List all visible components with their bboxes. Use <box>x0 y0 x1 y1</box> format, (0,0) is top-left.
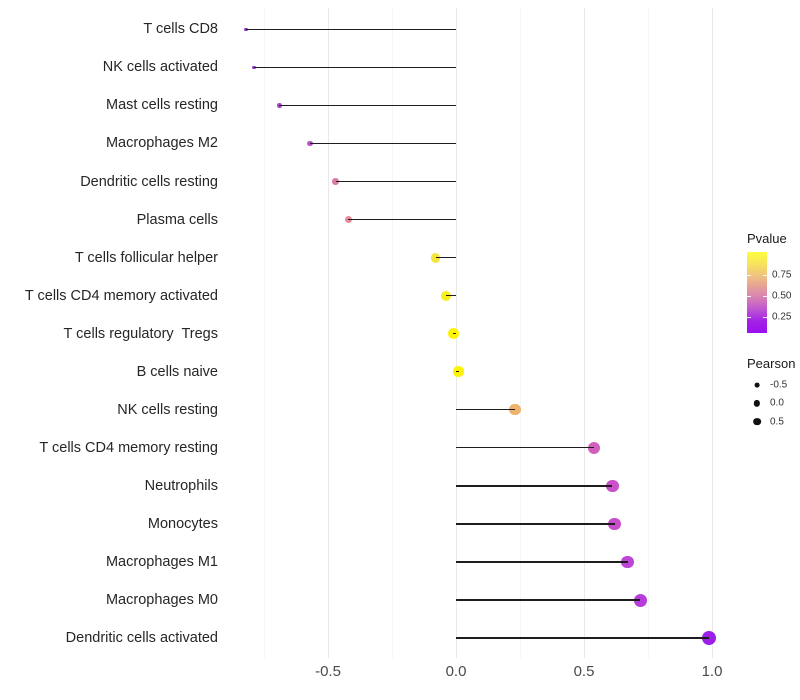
major-gridline <box>583 8 585 658</box>
category-label: NK cells resting <box>117 401 218 418</box>
data-point <box>277 103 282 108</box>
category-label: NK cells activated <box>102 59 218 76</box>
pearson-legend-dot <box>753 400 761 407</box>
category-label: T cells CD8 <box>143 21 218 38</box>
legend-pvalue: Pvalue 0.75 0.50 0.25 <box>747 231 800 333</box>
x-tick-label: 0.5 <box>573 663 595 680</box>
pvalue-colorbar <box>747 252 767 333</box>
pvalue-tickmark <box>763 317 767 318</box>
category-label: T cells regulatory Tregs <box>63 325 218 342</box>
x-tick-label: 1.0 <box>701 663 723 680</box>
segment <box>456 599 641 601</box>
segment <box>435 256 456 259</box>
segment <box>310 142 456 145</box>
segment <box>456 447 595 449</box>
x-tick-label: 0.0 <box>445 663 467 680</box>
category-label: Mast cells resting <box>105 97 218 114</box>
pvalue-tickmark <box>747 275 751 276</box>
data-point <box>244 27 248 31</box>
legend-pearson: Pearson -0.5 0.0 0.5 <box>747 356 800 427</box>
category-label: Macrophages M0 <box>105 592 218 609</box>
segment <box>279 104 456 107</box>
segment <box>335 180 456 183</box>
segment <box>456 485 613 487</box>
pvalue-tick-label: 0.25 <box>772 311 792 323</box>
category-label: Macrophages M1 <box>105 554 218 570</box>
category-label: T cells CD4 memory resting <box>39 439 218 456</box>
pvalue-tickmark <box>763 296 767 297</box>
segment <box>253 66 456 68</box>
category-label: Monocytes <box>147 515 218 532</box>
minor-gridline <box>519 8 521 658</box>
segment <box>456 561 628 563</box>
pearson-legend-dot <box>754 382 760 388</box>
minor-gridline <box>391 8 393 658</box>
segment <box>456 637 710 639</box>
x-tick-label: -0.5 <box>315 663 341 680</box>
segment <box>348 218 456 221</box>
segment <box>445 295 456 297</box>
category-label: T cells follicular helper <box>74 249 218 266</box>
segment <box>246 28 456 30</box>
segment <box>456 371 459 373</box>
minor-gridline <box>263 8 265 658</box>
category-label: Plasma cells <box>136 211 218 228</box>
pearson-legend-label: 0.5 <box>770 416 784 428</box>
pearson-legend-label: -0.5 <box>770 379 788 391</box>
pvalue-tickmark <box>747 317 751 318</box>
pvalue-tick-label: 0.50 <box>772 290 792 302</box>
pearson-legend-dot <box>753 417 761 426</box>
major-gridline <box>711 8 713 658</box>
segment <box>456 523 615 525</box>
legend-pvalue-title: Pvalue <box>747 231 787 246</box>
category-label: Neutrophils <box>144 477 218 494</box>
category-label: Dendritic cells resting <box>80 173 218 190</box>
data-point <box>633 593 647 607</box>
legend-pearson-title: Pearson <box>747 356 796 371</box>
segment <box>456 409 515 411</box>
data-point <box>453 366 464 378</box>
pvalue-tickmark <box>763 275 767 276</box>
pearson-legend-label: 0.0 <box>770 397 784 409</box>
data-point <box>605 479 619 493</box>
pvalue-tickmark <box>747 296 751 297</box>
pvalue-tick-label: 0.75 <box>772 269 792 281</box>
category-label: T cells CD4 memory activated <box>24 287 218 304</box>
data-point <box>448 328 459 339</box>
category-label: B cells naive <box>136 363 218 380</box>
major-gridline <box>327 8 329 658</box>
minor-gridline <box>647 8 649 658</box>
category-label: Dendritic cells activated <box>65 630 218 647</box>
segment <box>453 333 456 335</box>
data-point <box>440 290 451 301</box>
data-point <box>430 252 441 263</box>
category-label: Macrophages M2 <box>105 135 218 152</box>
